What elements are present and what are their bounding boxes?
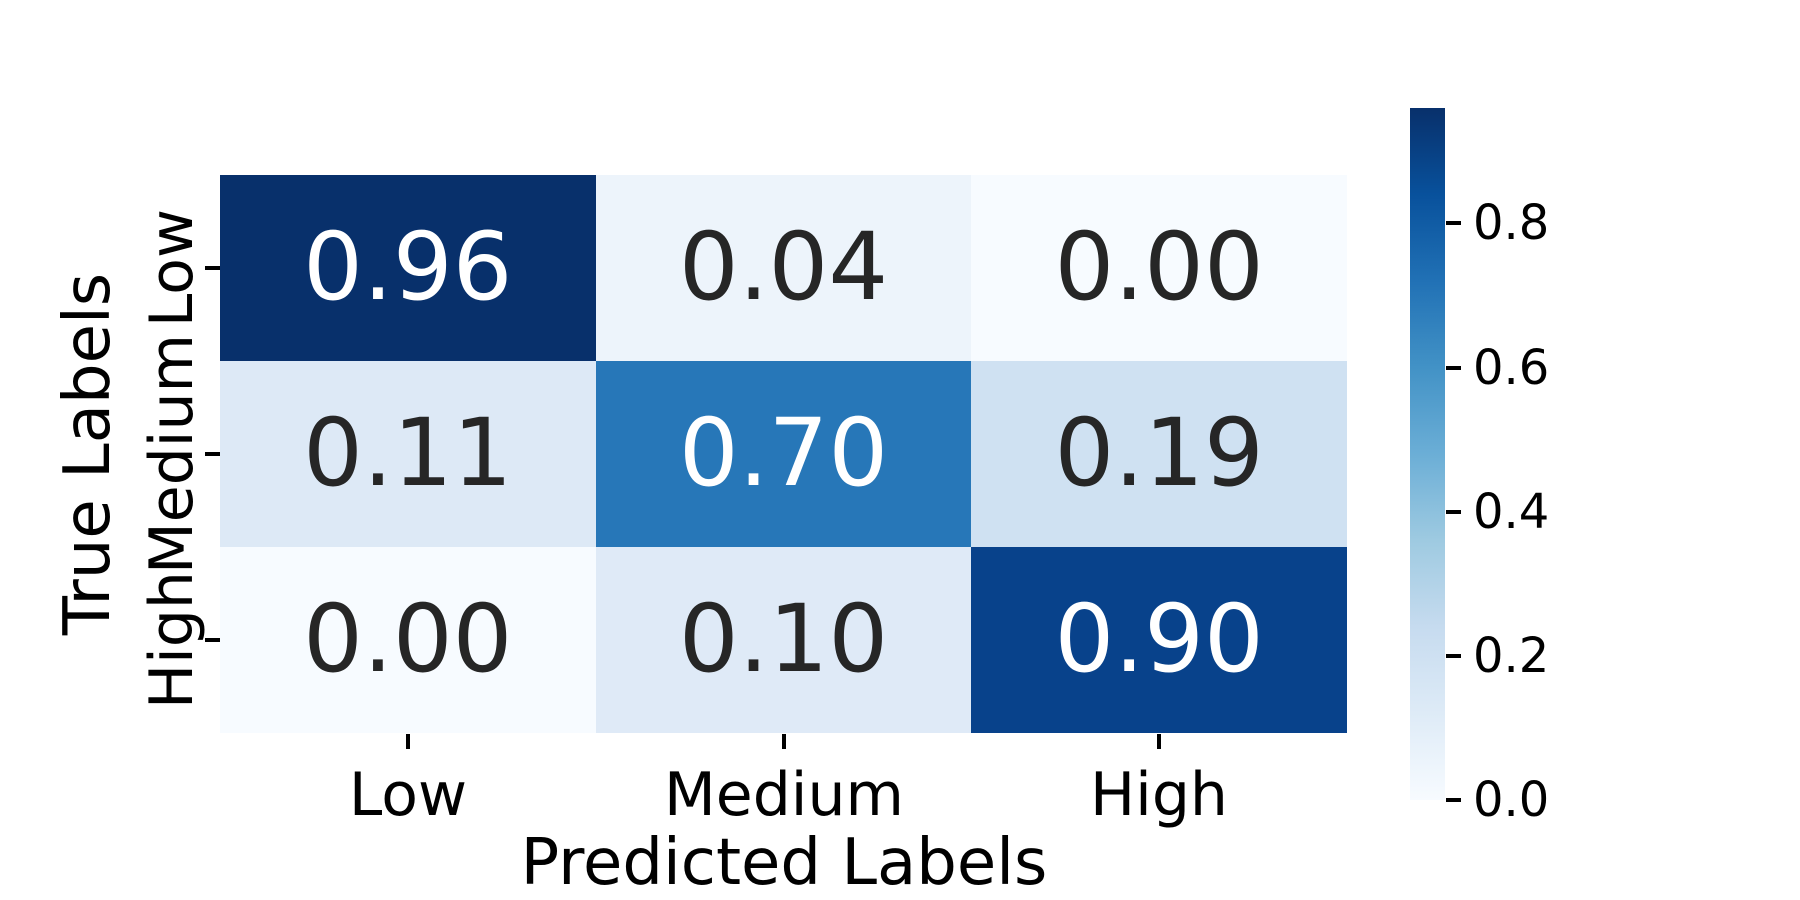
- y-tick-label-low: Low: [137, 208, 207, 328]
- y-tick-mark: [205, 638, 220, 642]
- colorbar: 0.0 0.2 0.4 0.6 0.8: [1410, 108, 1710, 828]
- colorbar-tick-mark: [1446, 365, 1461, 370]
- x-tick-mark: [1157, 734, 1161, 749]
- heatmap-grid: 0.96 0.04 0.00 0.11 0.70 0.19 0.00 0.10 …: [220, 175, 1347, 733]
- cell-value: 0.04: [678, 213, 889, 322]
- x-tick-mark: [782, 734, 786, 749]
- x-tick-label-low: Low: [348, 760, 468, 830]
- cell-value: 0.96: [303, 213, 513, 322]
- x-tick-mark: [406, 734, 410, 749]
- colorbar-tick-label: 0.4: [1473, 483, 1550, 540]
- heatmap-cell-medium-high: 0.19: [971, 361, 1347, 547]
- cell-value: 0.00: [1054, 213, 1264, 322]
- colorbar-tick-mark: [1446, 653, 1461, 658]
- y-axis-title: True Labels: [51, 272, 125, 636]
- y-tick-label-high: High: [137, 571, 207, 709]
- x-tick-label-medium: Medium: [664, 760, 904, 830]
- heatmap-cell-high-high: 0.90: [971, 547, 1347, 733]
- heatmap-cell-low-high: 0.00: [971, 175, 1347, 361]
- heatmap-cell-high-medium: 0.10: [595, 547, 972, 733]
- cell-value: 0.11: [303, 399, 513, 508]
- colorbar-tick-label: 0.6: [1473, 339, 1550, 396]
- cell-value: 0.19: [1054, 399, 1264, 508]
- colorbar-tick-label: 0.0: [1473, 772, 1550, 828]
- cell-value: 0.00: [303, 585, 513, 694]
- colorbar-tick-mark: [1446, 509, 1461, 514]
- heatmap-cell-low-low: 0.96: [220, 175, 596, 361]
- colorbar-tick-label: 0.2: [1473, 627, 1550, 684]
- heatmap-cell-low-medium: 0.04: [595, 175, 972, 361]
- colorbar-tick-label: 0.8: [1473, 195, 1550, 252]
- colorbar-tick-mark: [1446, 221, 1461, 226]
- cell-value: 0.90: [1054, 585, 1264, 694]
- x-axis-title: Predicted Labels: [520, 826, 1048, 900]
- cell-value: 0.70: [678, 399, 889, 508]
- colorbar-gradient: [1410, 108, 1445, 800]
- y-tick-mark: [205, 452, 220, 456]
- heatmap-cell-medium-medium: 0.70: [595, 361, 972, 547]
- y-tick-label-medium: Medium: [137, 334, 207, 574]
- heatmap-cell-medium-low: 0.11: [220, 361, 596, 547]
- colorbar-tick-mark: [1446, 798, 1461, 802]
- x-tick-label-high: High: [1090, 760, 1228, 830]
- heatmap-cell-high-low: 0.00: [220, 547, 596, 733]
- y-tick-mark: [205, 266, 220, 270]
- cell-value: 0.10: [678, 585, 889, 694]
